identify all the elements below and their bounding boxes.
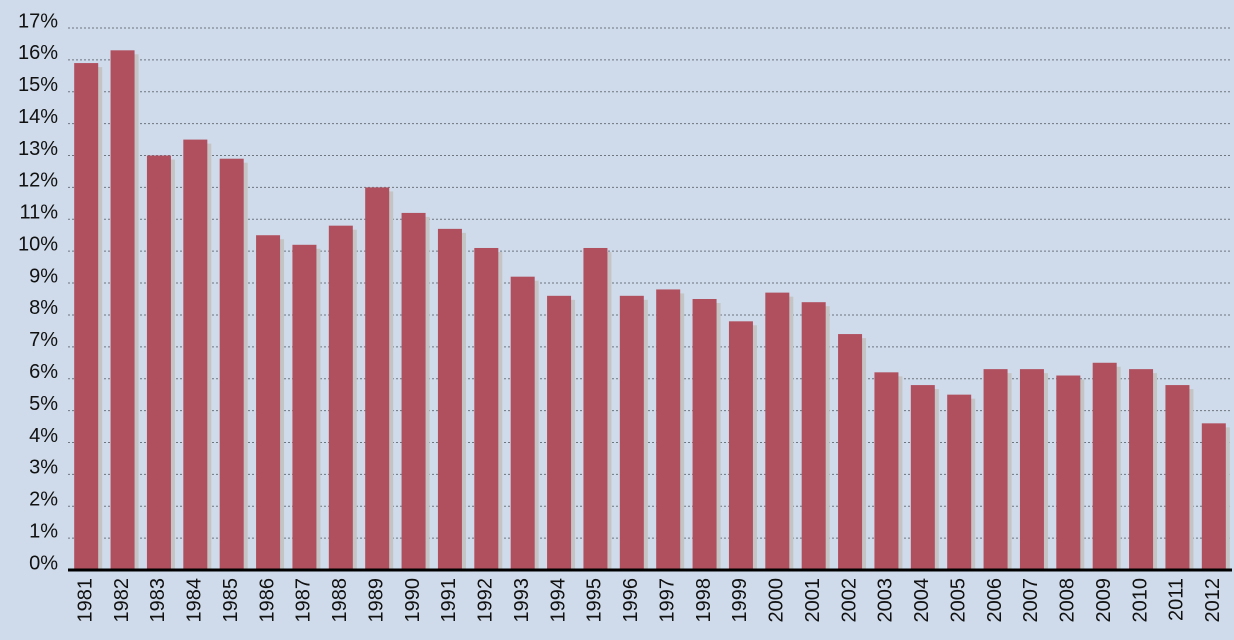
bar	[183, 139, 208, 570]
y-tick-label: 1%	[29, 520, 58, 542]
bar	[437, 228, 462, 570]
x-tick-label: 1992	[475, 578, 497, 623]
x-tick-label: 1987	[293, 578, 315, 623]
x-tick-label: 2006	[984, 578, 1006, 623]
x-tick-label: 2007	[1020, 578, 1042, 623]
x-tick-label: 2012	[1202, 578, 1224, 623]
x-tick-label: 1982	[111, 578, 133, 623]
x-tick-label: 1999	[729, 578, 751, 623]
bar	[765, 292, 790, 570]
bar	[292, 244, 317, 571]
x-tick-label: 1988	[329, 578, 351, 623]
x-tick-label: 2004	[911, 578, 933, 623]
bar	[219, 158, 244, 570]
y-tick-label: 10%	[18, 233, 58, 255]
bar	[656, 289, 681, 570]
y-tick-label: 12%	[18, 170, 58, 192]
x-tick-label: 1989	[365, 578, 387, 623]
bar	[838, 334, 863, 570]
x-tick-label: 2010	[1129, 578, 1151, 623]
bar	[619, 295, 644, 570]
bar	[910, 385, 935, 570]
y-tick-label: 11%	[19, 202, 58, 224]
x-tick-label: 2009	[1093, 578, 1115, 623]
y-tick-label: 6%	[29, 361, 58, 383]
bar	[1129, 369, 1154, 570]
bar	[947, 394, 972, 570]
x-tick-label: 1986	[256, 578, 278, 623]
y-tick-label: 0%	[29, 552, 58, 574]
y-tick-label: 7%	[29, 329, 58, 351]
bar	[692, 299, 717, 570]
x-tick-label: 1994	[547, 578, 569, 623]
bar	[1019, 369, 1044, 570]
bar	[146, 155, 171, 570]
x-tick-label: 1983	[147, 578, 169, 623]
y-tick-label: 2%	[29, 489, 58, 511]
bar	[583, 247, 608, 571]
bar	[1092, 362, 1117, 570]
bar	[801, 302, 826, 570]
y-tick-label: 16%	[18, 42, 58, 64]
x-tick-label: 2011	[1166, 578, 1188, 621]
x-tick-label: 2000	[766, 578, 788, 623]
x-tick-label: 2003	[875, 578, 897, 623]
x-tick-label: 1984	[184, 578, 206, 623]
y-tick-label: 14%	[18, 106, 58, 128]
bar	[1201, 423, 1226, 570]
y-tick-label: 13%	[18, 138, 58, 160]
x-tick-label: 2008	[1057, 578, 1079, 623]
bar	[983, 369, 1008, 570]
y-tick-label: 17%	[18, 10, 58, 32]
x-tick-label: 1981	[74, 578, 96, 623]
bar	[1165, 385, 1190, 570]
bar	[728, 321, 753, 570]
bar	[256, 235, 281, 570]
x-tick-label: 1985	[220, 578, 242, 623]
x-tick-label: 2002	[838, 578, 860, 623]
bar	[401, 212, 426, 570]
x-tick-label: 2005	[947, 578, 969, 623]
x-tick-label: 1997	[656, 578, 678, 623]
y-tick-label: 15%	[18, 74, 58, 96]
x-tick-label: 1995	[584, 578, 606, 623]
y-tick-label: 3%	[29, 457, 58, 479]
bar	[1056, 375, 1081, 570]
y-tick-label: 5%	[29, 393, 58, 415]
x-tick-label: 1996	[620, 578, 642, 623]
bar	[510, 276, 535, 570]
bar	[328, 225, 353, 570]
x-tick-label: 2001	[802, 578, 824, 623]
x-tick-label: 1991	[438, 578, 460, 623]
bar	[474, 247, 499, 571]
bar	[74, 63, 99, 570]
x-tick-label: 1998	[693, 578, 715, 623]
bar	[547, 295, 572, 570]
y-tick-label: 4%	[29, 425, 58, 447]
bar	[110, 50, 135, 571]
x-tick-label: 1990	[402, 578, 424, 623]
bar	[365, 187, 390, 571]
y-tick-label: 8%	[29, 297, 58, 319]
x-tick-label: 1993	[511, 578, 533, 623]
y-tick-label: 9%	[29, 265, 58, 287]
bar	[874, 372, 899, 570]
